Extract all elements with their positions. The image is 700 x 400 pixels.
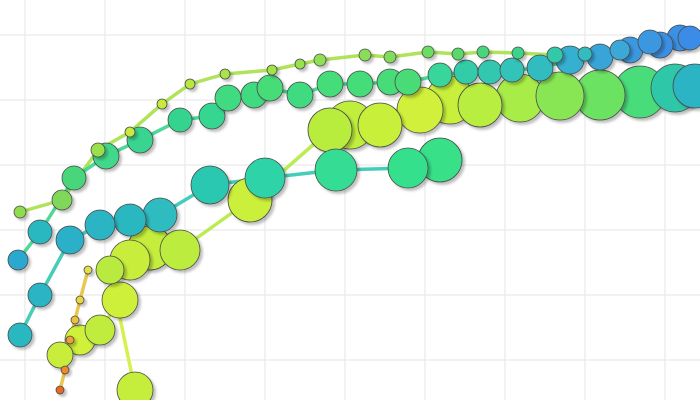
bubble xyxy=(526,54,554,82)
bubble xyxy=(101,281,139,319)
bubble xyxy=(116,371,154,400)
bubble xyxy=(124,126,136,138)
bubble xyxy=(198,102,226,130)
bubble xyxy=(219,68,231,80)
bubble xyxy=(307,107,353,153)
bubble xyxy=(83,265,93,275)
bubble xyxy=(61,165,87,191)
bubble xyxy=(7,249,29,271)
bubble xyxy=(476,45,490,59)
bubble xyxy=(60,365,70,375)
bubble xyxy=(27,282,53,308)
bubble xyxy=(609,39,631,61)
bubble xyxy=(113,203,147,237)
bubble xyxy=(394,68,422,96)
bubble xyxy=(55,385,65,395)
bubble xyxy=(46,341,74,369)
bubble xyxy=(84,209,116,241)
bubble xyxy=(453,59,479,85)
bubble xyxy=(477,59,503,85)
bubble xyxy=(313,53,327,67)
bubble xyxy=(387,147,429,189)
bubble xyxy=(577,46,593,62)
bubble xyxy=(546,46,564,64)
bubble xyxy=(75,295,85,305)
bubble xyxy=(7,322,33,348)
bubble xyxy=(294,58,306,70)
bubble xyxy=(13,205,27,219)
bubble xyxy=(214,84,242,112)
bubble xyxy=(357,102,403,148)
bubble xyxy=(184,78,196,90)
bubble xyxy=(286,81,314,109)
bubble xyxy=(190,165,230,205)
bubble xyxy=(51,189,73,211)
bubble xyxy=(672,63,700,109)
bubble xyxy=(256,74,284,102)
bubble xyxy=(27,219,53,245)
bubble xyxy=(90,142,106,158)
bubble xyxy=(499,57,525,83)
bubble xyxy=(346,70,374,98)
bubble xyxy=(167,107,193,133)
bubble xyxy=(244,157,286,199)
bubble xyxy=(383,50,397,64)
bubble xyxy=(637,29,663,55)
bubble xyxy=(316,70,344,98)
bubble xyxy=(511,46,525,60)
bubble xyxy=(70,315,80,325)
bubble xyxy=(156,98,168,110)
bubble xyxy=(314,148,358,192)
bubble xyxy=(427,62,453,88)
bubble xyxy=(95,255,125,285)
bubble xyxy=(421,45,435,59)
bubble xyxy=(457,82,503,128)
bubble xyxy=(677,25,700,51)
bubble xyxy=(142,197,178,233)
bubble xyxy=(55,225,85,255)
bubble xyxy=(535,71,585,121)
bubble xyxy=(266,64,278,76)
bubble xyxy=(65,335,75,345)
bubble xyxy=(159,229,201,271)
bubble xyxy=(358,48,372,62)
bubble xyxy=(451,47,465,61)
bubble xyxy=(84,314,116,346)
bubbles xyxy=(7,24,700,400)
